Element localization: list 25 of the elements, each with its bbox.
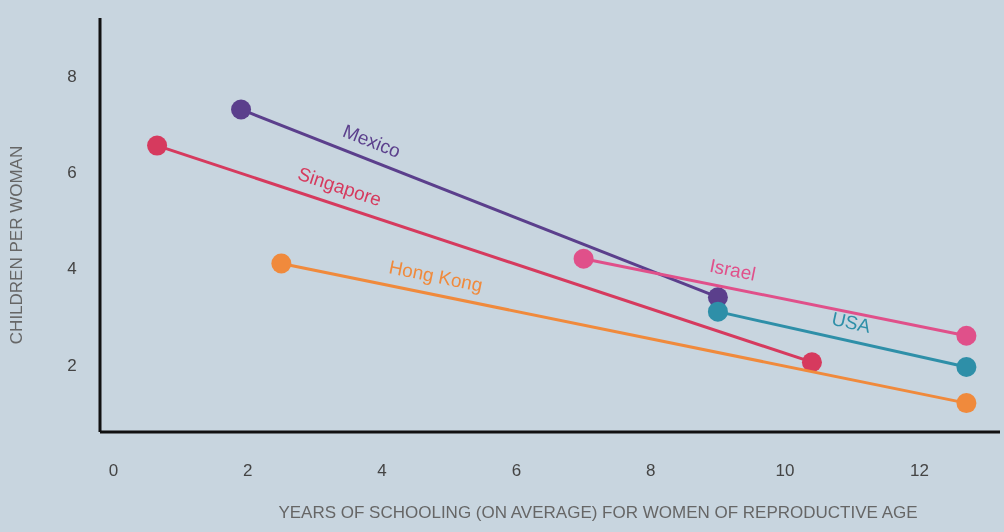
- x-tick-label: 0: [108, 461, 119, 480]
- text: USA: [829, 307, 873, 337]
- x-tick-label: 10: [775, 461, 795, 480]
- y-axis-title: CHILDREN PER WOMAN: [7, 145, 26, 345]
- point: [956, 325, 977, 346]
- y-tick-label: 8: [67, 66, 77, 86]
- y-tick-label: 6: [67, 163, 77, 183]
- point: [801, 352, 822, 373]
- x-tick-label: 8: [646, 461, 656, 480]
- point: [231, 99, 252, 120]
- point: [956, 393, 977, 414]
- point: [956, 357, 977, 378]
- y-tick-label: 2: [67, 355, 77, 375]
- y-tick-label: 4: [67, 259, 77, 279]
- x-tick-label: 2: [243, 461, 253, 480]
- x-tick-label: 12: [909, 461, 929, 480]
- x-axis-title: YEARS OF SCHOOLING (ON AVERAGE) FOR WOMEN OF REPRODUCTIVE AGE: [278, 503, 918, 522]
- point: [707, 301, 728, 322]
- x-tick-label: 4: [377, 461, 387, 480]
- text: Hong Kong: [387, 256, 485, 296]
- text: Israel: [707, 254, 758, 285]
- x-tick-label: 6: [511, 461, 522, 480]
- point: [147, 135, 168, 156]
- point: [573, 248, 594, 269]
- point: [271, 253, 292, 274]
